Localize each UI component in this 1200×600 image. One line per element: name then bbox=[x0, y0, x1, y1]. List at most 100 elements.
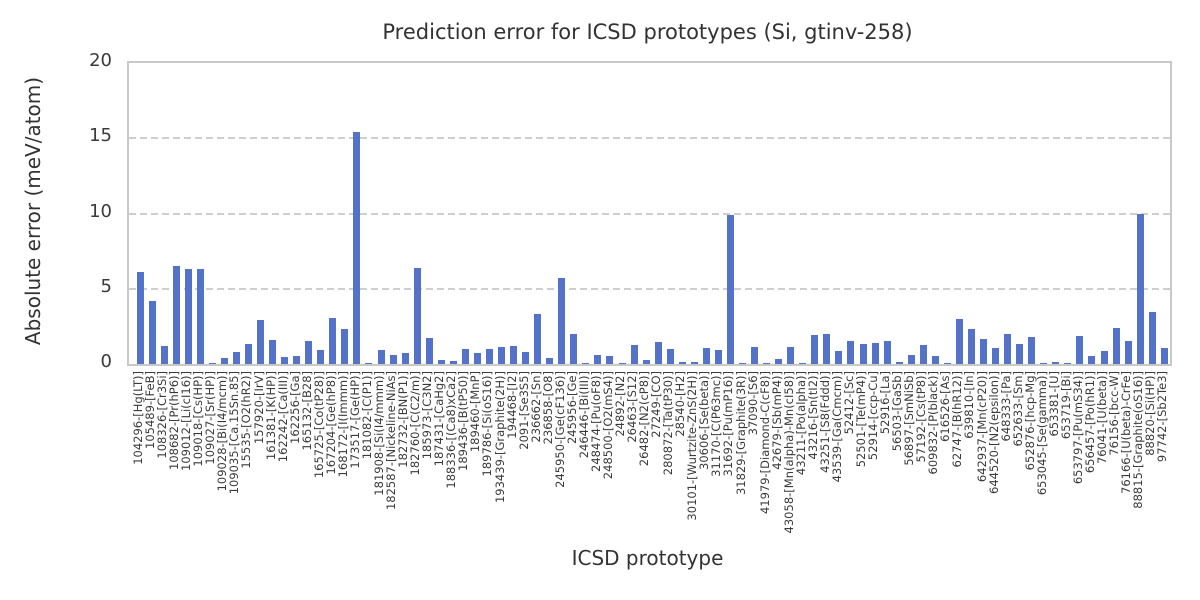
bar bbox=[1064, 363, 1072, 364]
bar bbox=[389, 354, 397, 364]
bar bbox=[172, 266, 180, 364]
bar bbox=[546, 357, 554, 364]
gridline-y-5 bbox=[129, 287, 1170, 290]
bar bbox=[232, 351, 240, 364]
bar bbox=[1160, 348, 1168, 364]
bar bbox=[413, 268, 421, 364]
bar bbox=[702, 348, 710, 364]
bar bbox=[811, 334, 819, 364]
bar bbox=[449, 361, 457, 364]
bar bbox=[329, 318, 337, 364]
bar bbox=[823, 333, 831, 364]
bar bbox=[931, 356, 939, 364]
x-tick-label: 97742-[Sb2Te3] bbox=[1155, 371, 1170, 463]
gridline-y-10 bbox=[129, 212, 1170, 215]
bar bbox=[666, 348, 674, 364]
bar bbox=[967, 328, 975, 364]
bar bbox=[787, 347, 795, 364]
bar bbox=[377, 349, 385, 364]
bar bbox=[148, 300, 156, 364]
bar bbox=[1040, 363, 1048, 364]
bar bbox=[305, 341, 313, 364]
bar bbox=[1136, 213, 1144, 364]
bar bbox=[425, 338, 433, 364]
bar bbox=[220, 357, 228, 364]
bar bbox=[558, 278, 566, 364]
y-tick-label: 0 bbox=[100, 351, 112, 372]
bar bbox=[751, 346, 759, 364]
bar bbox=[208, 363, 216, 364]
bar bbox=[582, 362, 590, 364]
bar bbox=[630, 345, 638, 364]
bar bbox=[510, 345, 518, 364]
bar bbox=[196, 269, 204, 364]
bar bbox=[1088, 355, 1096, 364]
bar bbox=[293, 355, 301, 364]
bar bbox=[726, 215, 734, 364]
bar bbox=[943, 363, 951, 364]
bar bbox=[534, 314, 542, 364]
bar bbox=[353, 132, 361, 364]
bar bbox=[1052, 361, 1060, 364]
bar bbox=[365, 363, 373, 364]
bar bbox=[461, 348, 469, 364]
bar bbox=[485, 348, 493, 364]
bar bbox=[654, 342, 662, 364]
bar bbox=[473, 352, 481, 364]
bar bbox=[835, 351, 843, 364]
bar bbox=[1124, 340, 1132, 364]
bar bbox=[714, 349, 722, 364]
bar bbox=[136, 272, 144, 364]
bar bbox=[618, 362, 626, 364]
bar bbox=[980, 339, 987, 364]
bar bbox=[895, 361, 903, 364]
bar bbox=[847, 341, 855, 364]
bar bbox=[184, 269, 192, 364]
bar bbox=[1076, 336, 1084, 364]
bar bbox=[1004, 333, 1012, 364]
plot-area bbox=[127, 61, 1172, 366]
bar bbox=[775, 358, 783, 364]
bar bbox=[678, 361, 686, 364]
bar bbox=[257, 319, 264, 364]
bar bbox=[281, 357, 289, 364]
bar bbox=[883, 340, 891, 364]
y-axis-label: Absolute error (meV/atom) bbox=[21, 76, 45, 346]
bar bbox=[690, 361, 698, 364]
bar bbox=[919, 345, 927, 364]
bar bbox=[955, 318, 963, 364]
y-tick-label: 20 bbox=[89, 50, 112, 71]
bar bbox=[1112, 327, 1120, 364]
y-tick-label: 15 bbox=[89, 125, 112, 147]
bar bbox=[160, 345, 168, 364]
gridline-y-15 bbox=[129, 137, 1170, 140]
bar bbox=[1016, 344, 1024, 364]
bar bbox=[570, 333, 578, 364]
bar bbox=[1100, 351, 1108, 364]
y-tick-label: 5 bbox=[100, 275, 112, 297]
bar bbox=[498, 347, 505, 364]
bar bbox=[763, 363, 771, 364]
x-axis-label: ICSD prototype bbox=[571, 546, 724, 570]
bar bbox=[799, 363, 807, 364]
bar bbox=[871, 342, 879, 364]
bar bbox=[269, 339, 277, 364]
bar bbox=[907, 354, 915, 364]
bar bbox=[1148, 312, 1156, 364]
bar bbox=[739, 363, 746, 364]
bar bbox=[992, 348, 1000, 364]
bar bbox=[1028, 336, 1036, 364]
bar bbox=[401, 352, 409, 364]
bar bbox=[522, 351, 530, 364]
bar bbox=[606, 356, 614, 364]
bar bbox=[642, 360, 650, 364]
bar bbox=[317, 350, 325, 364]
bar bbox=[859, 343, 867, 364]
bar bbox=[437, 360, 445, 364]
y-tick-label: 10 bbox=[89, 200, 112, 222]
bar bbox=[244, 344, 252, 364]
bar bbox=[341, 328, 349, 364]
chart-title: Prediction error for ICSD prototypes (Si… bbox=[382, 20, 913, 44]
bar bbox=[594, 354, 602, 364]
